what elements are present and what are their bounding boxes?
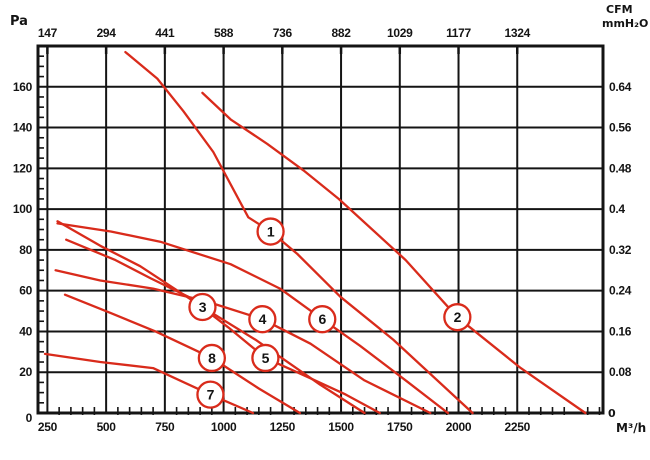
left-axis-unit-label: Pa — [10, 14, 28, 29]
bottom-axis-tick-label: 1250 — [270, 420, 296, 434]
left-axis-tick-label: 60 — [19, 284, 32, 298]
top-axis-tick-label: 1029 — [387, 26, 413, 40]
curve-5 — [65, 238, 381, 415]
bottom-axis-tick-label: 500 — [97, 420, 117, 434]
right-axis-tick-label: 0.32 — [609, 243, 632, 257]
bottom-axis-tick-label: 1000 — [211, 420, 237, 434]
bottom-axis-tick-label: 750 — [155, 420, 175, 434]
bottom-axis-tick-label: 250 — [38, 420, 58, 434]
left-axis-tick-label: 140 — [13, 121, 33, 135]
right-axis-zero-label: 0 — [608, 407, 616, 420]
left-axis-tick-label: 80 — [19, 243, 32, 257]
right-axis-tick-label: 0.48 — [609, 161, 632, 175]
left-axis-tick-label: 100 — [13, 202, 33, 216]
curve-marker-number-3: 3 — [199, 299, 207, 315]
curve-marker-number-8: 8 — [208, 350, 216, 366]
top-axis-tick-label: 1324 — [505, 26, 531, 40]
left-axis-tick-label: 20 — [19, 365, 32, 379]
plot-border — [36, 44, 605, 415]
curve-8 — [63, 293, 302, 415]
curve-marker-number-1: 1 — [267, 224, 275, 240]
top-axis-tick-label: 1177 — [446, 26, 471, 40]
right-axis-unit-label: mmH₂O — [602, 17, 649, 30]
curve-marker-number-4: 4 — [259, 311, 267, 327]
curve-marker-circle-5 — [251, 343, 280, 373]
top-axis-tick-label: 588 — [214, 26, 234, 40]
left-axis-tick-label: 0 — [26, 411, 33, 425]
left-axis-tick-label: 40 — [19, 324, 32, 338]
curve-marker-circle-4 — [248, 305, 277, 334]
top-axis-tick-label: 736 — [273, 26, 293, 40]
curve-marker-circle-8 — [197, 343, 226, 373]
top-axis-tick-label: 294 — [97, 26, 117, 40]
left-axis-tick-label: 120 — [13, 161, 33, 175]
bottom-axis-tick-label: 2250 — [505, 420, 531, 434]
right-axis-tick-label: 0.4 — [609, 202, 625, 216]
right-axis-tick-label: 0.56 — [609, 121, 632, 135]
right-axis-tick-label: 0.16 — [609, 324, 632, 338]
top-axis-tick-label: 882 — [331, 26, 351, 40]
bottom-axis-tick-label: 1750 — [387, 420, 413, 434]
curve-4 — [54, 269, 432, 415]
curve-marker-number-7: 7 — [207, 387, 215, 403]
curve-marker-circle-1 — [256, 217, 285, 246]
left-axis-tick-label: 160 — [13, 80, 33, 94]
curve-6 — [56, 222, 450, 415]
curve-marker-number-2: 2 — [454, 309, 462, 325]
top-axis-tick-label: 147 — [38, 26, 58, 40]
curve-marker-number-6: 6 — [319, 311, 327, 327]
right-axis-tick-label: 0.08 — [609, 365, 632, 379]
right-axis-tick-label: 0.24 — [609, 284, 632, 298]
curve-marker-circle-2 — [443, 303, 472, 332]
top-axis-unit-label: CFM — [606, 3, 633, 16]
curve-marker-circle-3 — [188, 292, 217, 322]
curve-marker-number-5: 5 — [262, 350, 270, 366]
curve-marker-circle-6 — [308, 305, 337, 334]
bottom-axis-tick-label: 1500 — [328, 420, 354, 434]
top-axis-tick-label: 441 — [155, 26, 175, 40]
bottom-axis-unit-label: M³/h — [616, 421, 647, 435]
curve-marker-circle-7 — [196, 380, 225, 409]
curve-2 — [201, 91, 587, 415]
curve-7 — [43, 352, 255, 415]
bottom-axis-tick-label: 2000 — [446, 420, 472, 434]
right-axis-tick-label: 0.64 — [609, 80, 632, 94]
